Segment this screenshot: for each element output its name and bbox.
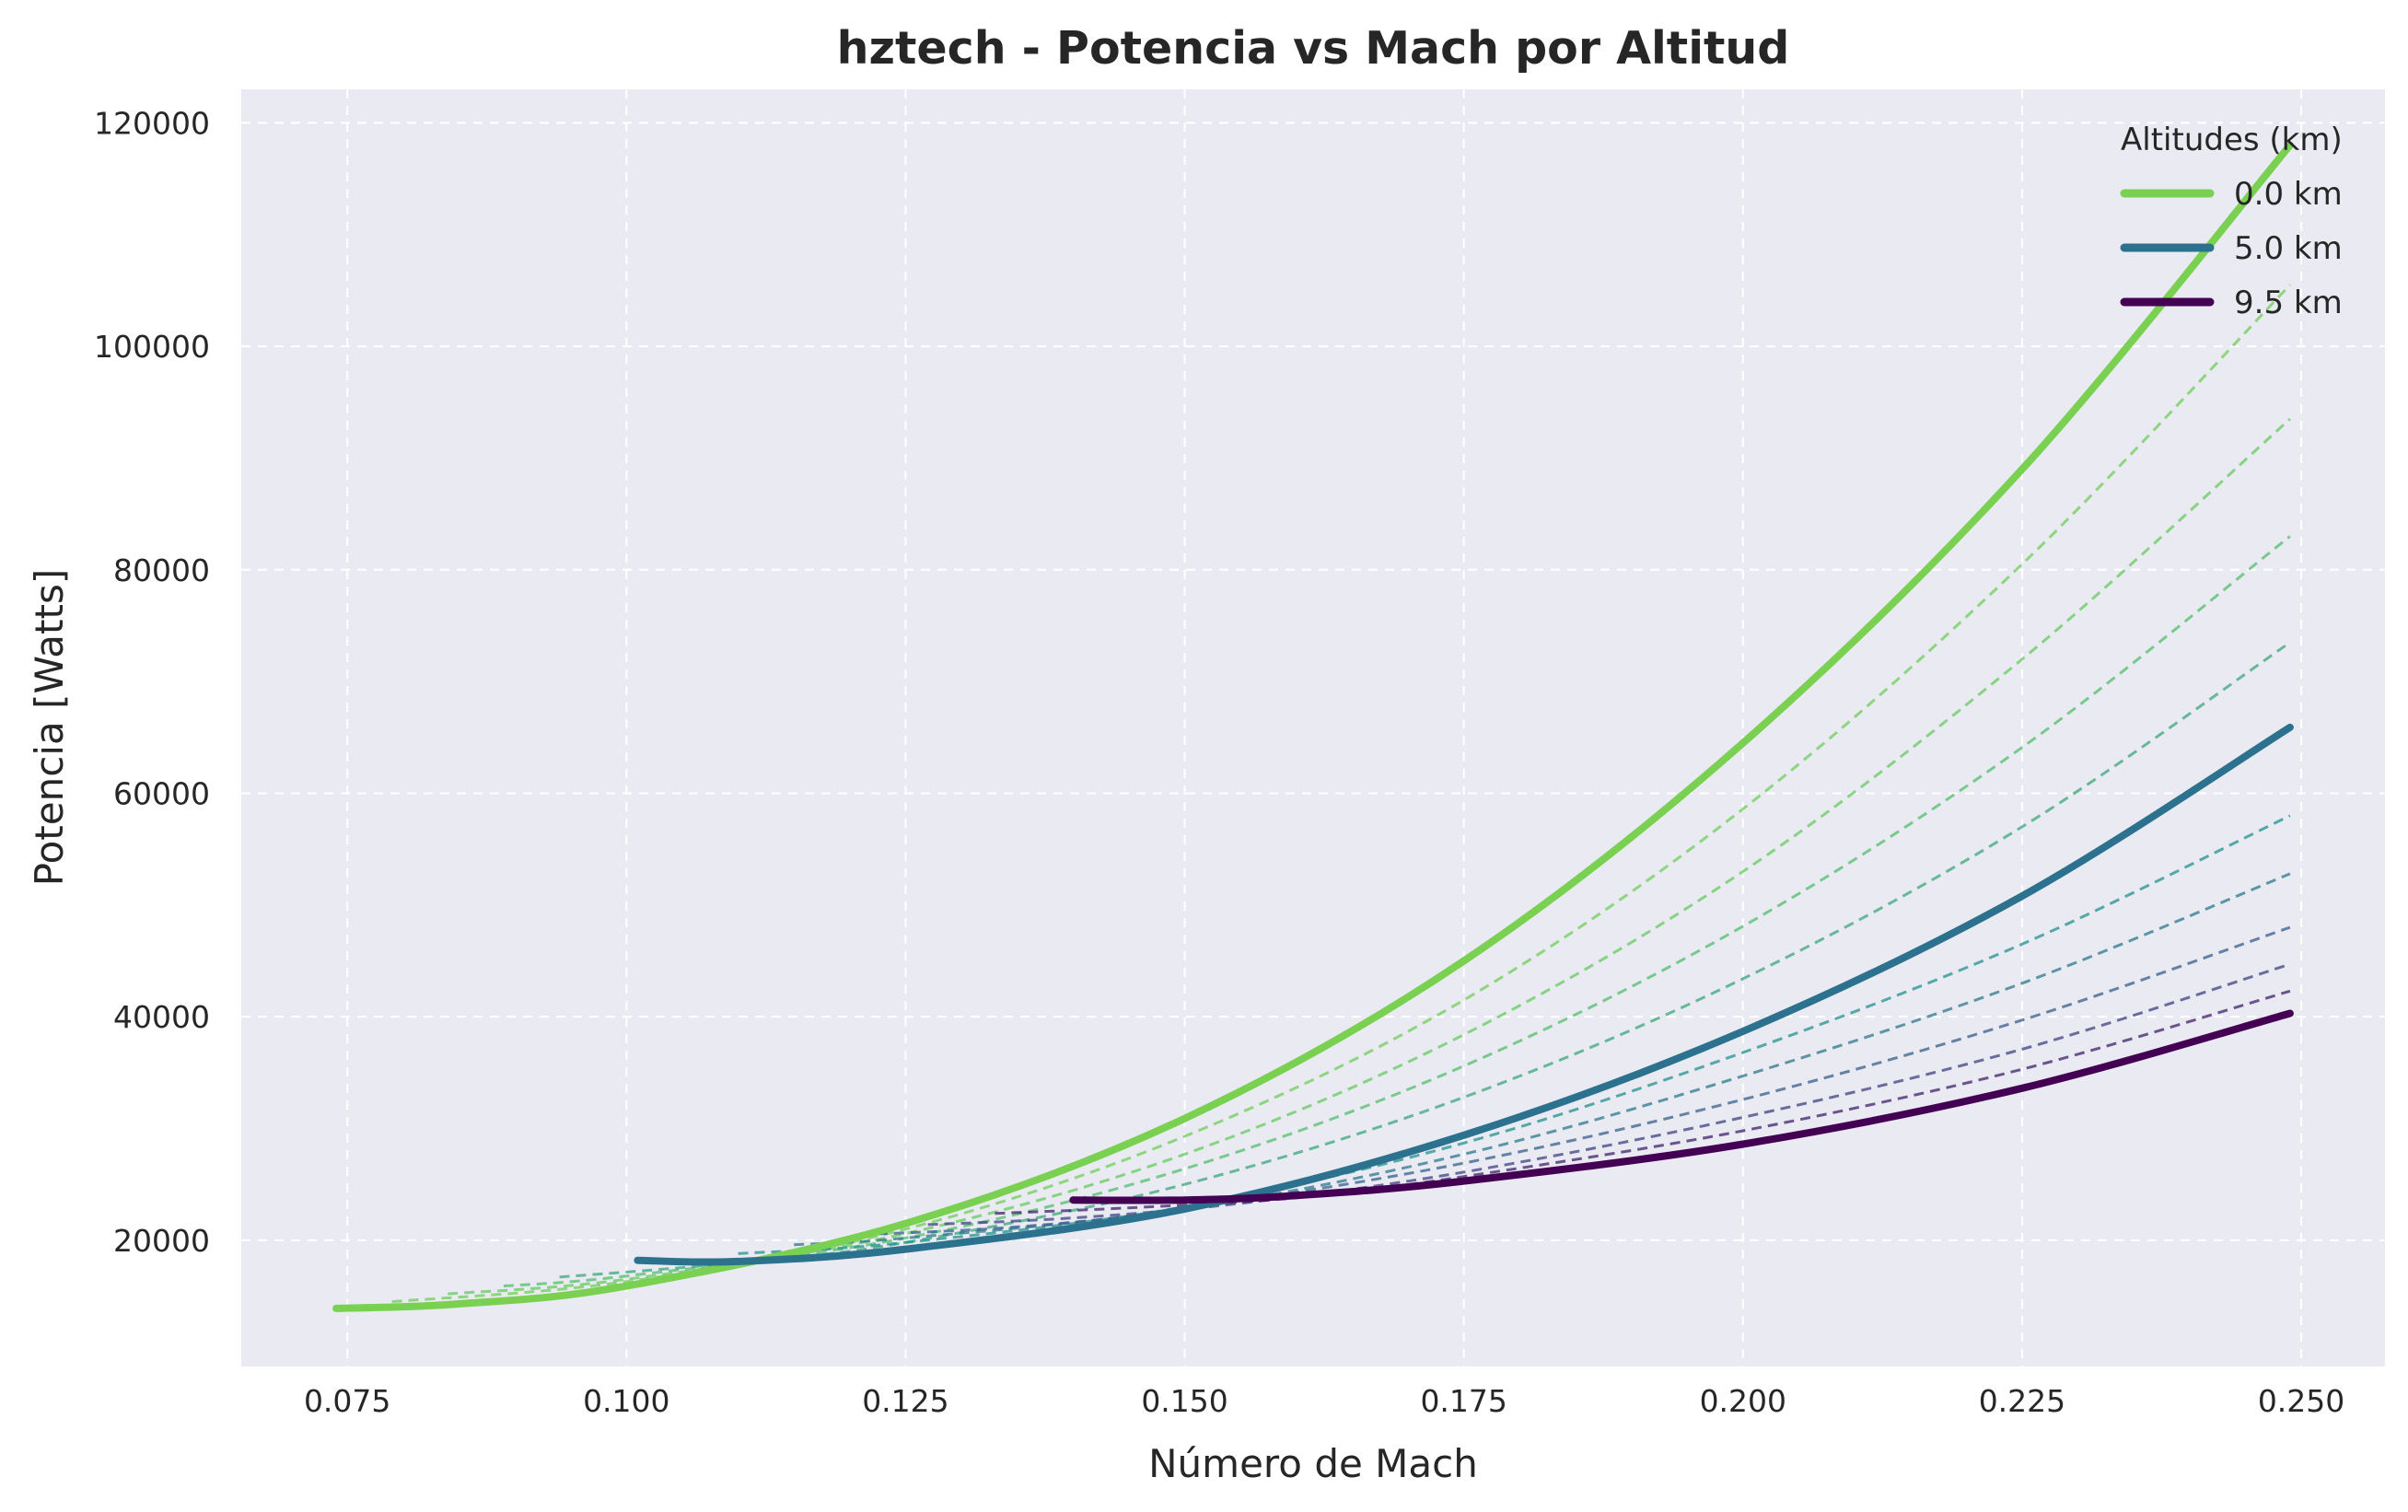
x-tick-label: 0.100 [583,1383,669,1419]
series-line-intermediate [995,989,2291,1215]
x-tick-label: 0.075 [304,1383,390,1419]
plot-area [241,89,2385,1367]
y-tick-label: 20000 [113,1223,210,1259]
x-tick-label: 0.225 [1979,1383,2065,1419]
x-tick-label: 0.150 [1141,1383,1227,1419]
series-line-9-5-km [1069,1009,2294,1204]
y-ticks: 20000 40000 60000 80000 100000 120000 [94,105,210,1258]
y-tick-label: 60000 [113,775,210,811]
series-line-intermediate [860,925,2291,1237]
legend-label-9-5-km: 9.5 km [2234,285,2343,321]
series-line-5-0-km [634,723,2294,1266]
grid [241,89,2385,1367]
x-tick-label: 0.250 [2258,1383,2344,1419]
legend-label-5-km: 5.0 km [2234,230,2343,267]
x-axis-label: Número de Mach [1148,1441,1478,1486]
x-tick-label: 0.200 [1700,1383,1786,1419]
y-tick-label: 40000 [113,999,210,1035]
y-axis-label: Potencia [Watts] [27,569,72,886]
y-tick-label: 100000 [94,329,210,365]
legend-title: Altitudes (km) [2121,122,2343,158]
x-tick-label: 0.125 [862,1383,948,1419]
series-line-intermediate [738,814,2291,1255]
x-ticks: 0.075 0.100 0.125 0.150 0.175 0.200 0.225 0.250 [304,1383,2344,1419]
series-line-0-0-km [332,141,2294,1312]
legend: Altitudes (km) 0.0 km 5.0 km 9.5 km [2120,122,2343,321]
legend-label-0-km: 0.0 km [2234,176,2343,213]
series-line-intermediate [927,962,2291,1227]
series-line-intermediate [794,872,2291,1247]
series-layer [332,141,2294,1312]
y-tick-label: 80000 [113,552,210,588]
chart-title: hztech - Potencia vs Mach por Altitud [837,22,1790,75]
y-tick-label: 120000 [94,105,210,141]
x-tick-label: 0.175 [1420,1383,1506,1419]
